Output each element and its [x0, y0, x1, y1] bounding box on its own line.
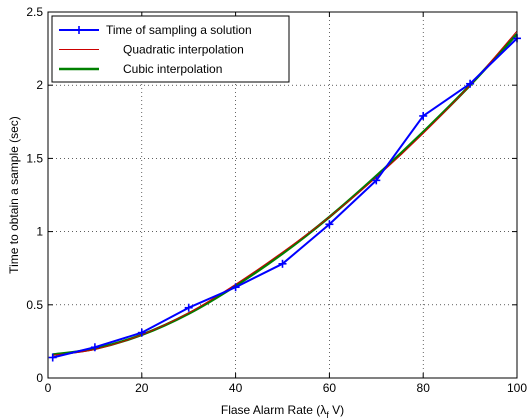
y-tick-label: 0	[36, 371, 43, 385]
data-point-marker	[278, 259, 287, 268]
legend-label: Time of sampling a solution	[106, 23, 252, 37]
data-point-marker	[372, 176, 381, 185]
x-tick-label: 100	[507, 381, 527, 395]
y-tick-label: 2	[36, 78, 43, 92]
series-line-quadratic-fit	[52, 30, 518, 356]
legend-item: Time of sampling a solution	[59, 23, 252, 37]
data-point-marker	[48, 353, 57, 362]
y-tick-label: 0.5	[26, 298, 43, 312]
data-point-marker	[419, 111, 428, 120]
x-axis-label-subscript: f	[326, 410, 329, 420]
x-axis-label: Flase Alarm Rate (λf V)	[221, 403, 344, 420]
y-tick-label: 2.5	[26, 5, 43, 19]
data-point-marker	[184, 303, 193, 312]
data-point-marker	[137, 328, 146, 337]
legend: Time of sampling a solution Quadratic int…	[51, 15, 290, 83]
x-tick-label: 40	[229, 381, 243, 395]
data-point-marker	[231, 283, 240, 292]
x-tick-label: 0	[45, 381, 52, 395]
x-tick-label: 80	[417, 381, 431, 395]
x-axis-label-tail: V)	[329, 403, 344, 417]
ticks: 0 20 40 60 80 100 0 0.5 1 1.5 2 2.5	[26, 5, 527, 395]
data-point-marker	[466, 79, 475, 88]
legend-item: Cubic interpolation	[59, 62, 222, 76]
y-axis-label: Time to obtain a sample (sec)	[7, 116, 21, 274]
plot-frame	[47, 11, 518, 379]
y-tick-label: 1	[36, 225, 43, 239]
x-axis-label-main: Flase Alarm Rate (λ	[221, 403, 326, 417]
legend-label: Quadratic interpolation	[123, 43, 244, 57]
y-tick-label: 1.5	[26, 151, 43, 165]
series-layer	[48, 30, 521, 362]
legend-item: Quadratic interpolation	[59, 43, 244, 57]
data-point-marker	[325, 220, 334, 229]
data-point-marker	[90, 343, 99, 352]
legend-label: Cubic interpolation	[123, 62, 222, 76]
x-tick-label: 60	[323, 381, 337, 395]
x-tick-label: 20	[135, 381, 149, 395]
legend-items: Time of sampling a solution Quadratic int…	[59, 23, 252, 76]
